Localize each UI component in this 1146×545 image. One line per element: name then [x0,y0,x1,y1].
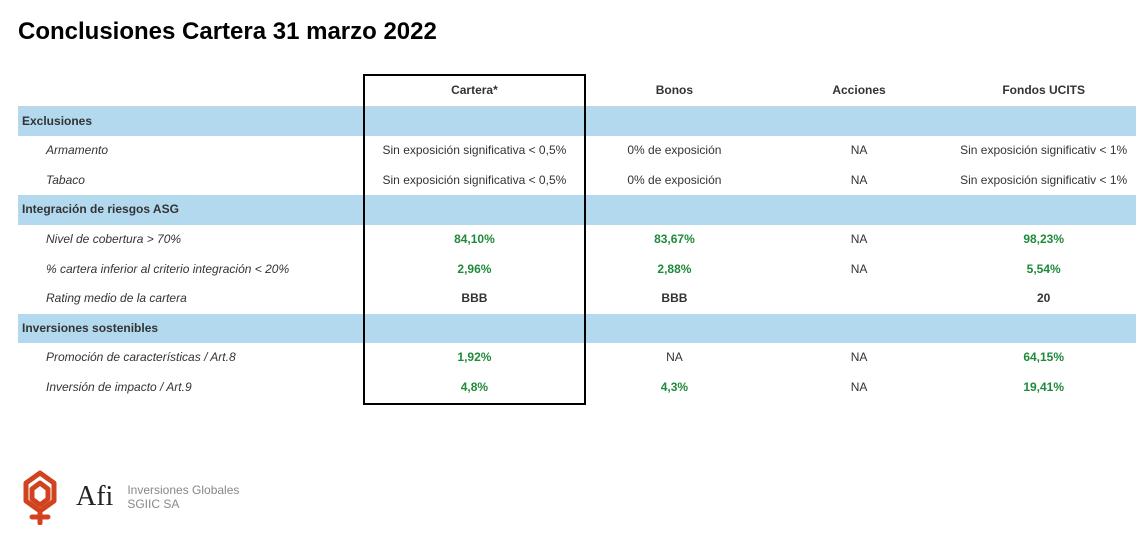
cell: NA [767,136,952,166]
table-row: ArmamentoSin exposición significativa < … [18,136,1136,166]
cell: Sin exposición significativa < 0,5% [367,136,582,166]
brand-name: Afi [76,481,113,513]
section-header: Exclusiones [18,106,1136,136]
row-label: Nivel de cobertura > 70% [18,225,367,255]
table-row: Rating medio de la carteraBBBBBB20 [18,284,1136,314]
cell: 4,3% [582,373,767,403]
cell: 1,92% [367,343,582,373]
table-row: Nivel de cobertura > 70%84,10%83,67%NA98… [18,225,1136,255]
col-cartera: Cartera* [367,76,582,106]
afi-logo-icon [18,469,62,525]
cell: Sin exposición significativ < 1% [951,166,1136,196]
row-label: Promoción de características / Art.8 [18,343,367,373]
cell: Sin exposición significativa < 0,5% [367,166,582,196]
cell [767,284,952,314]
brand-tagline: Inversiones Globales SGIIC SA [127,483,239,512]
cell: 4,8% [367,373,582,403]
cell: 5,54% [951,255,1136,285]
conclusions-table: Cartera* Bonos Acciones Fondos UCITS Exc… [18,76,1136,403]
table-row: TabacoSin exposición significativa < 0,5… [18,166,1136,196]
cell: NA [767,166,952,196]
cell: 20 [951,284,1136,314]
table-row: Promoción de características / Art.81,92… [18,343,1136,373]
cell: NA [767,225,952,255]
cell: 83,67% [582,225,767,255]
cell: 19,41% [951,373,1136,403]
table-header-row: Cartera* Bonos Acciones Fondos UCITS [18,76,1136,106]
cell: Sin exposición significativ < 1% [951,136,1136,166]
section-header: Integración de riesgos ASG [18,195,1136,225]
row-label: Rating medio de la cartera [18,284,367,314]
cell: NA [767,343,952,373]
cell: 84,10% [367,225,582,255]
table-row: Inversión de impacto / Art.94,8%4,3%NA19… [18,373,1136,403]
footer: Afi Inversiones Globales SGIIC SA [18,469,239,525]
col-acciones: Acciones [767,76,952,106]
cell: 0% de exposición [582,166,767,196]
row-label: Tabaco [18,166,367,196]
section-header: Inversiones sostenibles [18,314,1136,344]
cell: BBB [367,284,582,314]
cell: BBB [582,284,767,314]
cell: NA [767,255,952,285]
cell: 2,88% [582,255,767,285]
row-label: Inversión de impacto / Art.9 [18,373,367,403]
cell: 98,23% [951,225,1136,255]
row-label: % cartera inferior al criterio integraci… [18,255,367,285]
cell: NA [582,343,767,373]
page-title: Conclusiones Cartera 31 marzo 2022 [18,18,1136,46]
cell: 0% de exposición [582,136,767,166]
col-fondos: Fondos UCITS [951,76,1136,106]
cell: 2,96% [367,255,582,285]
cell: 64,15% [951,343,1136,373]
cell: NA [767,373,952,403]
table-row: % cartera inferior al criterio integraci… [18,255,1136,285]
row-label: Armamento [18,136,367,166]
col-bonos: Bonos [582,76,767,106]
